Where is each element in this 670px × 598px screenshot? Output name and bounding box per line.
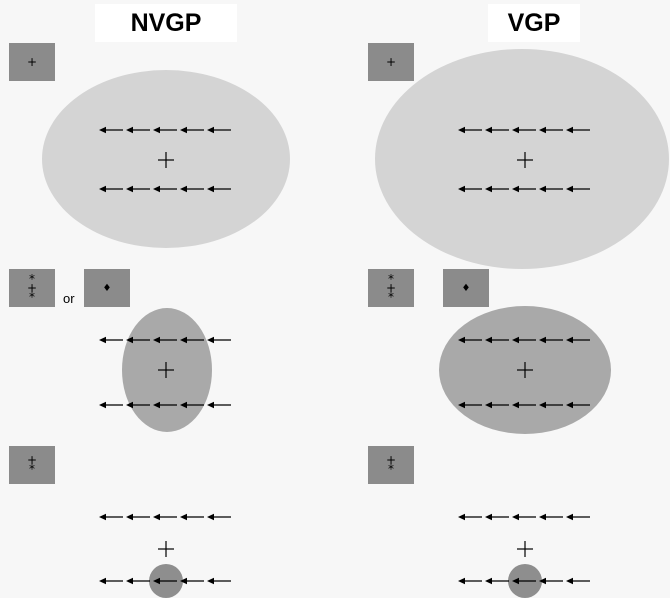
left-arrow <box>153 401 177 409</box>
left-arrow <box>458 401 482 409</box>
left-arrow <box>566 185 590 193</box>
fixation-glyph: + <box>26 54 38 69</box>
left-arrow <box>539 336 563 344</box>
left-arrow <box>485 185 509 193</box>
left-arrow <box>485 336 509 344</box>
arrow-rows <box>99 126 590 585</box>
cue-square-nvgp-row1: + <box>9 43 55 81</box>
cue-square-vgp-row2-a: * + * <box>368 269 414 307</box>
left-arrow <box>539 126 563 134</box>
left-arrow <box>566 401 590 409</box>
left-arrow <box>180 185 204 193</box>
cue-square-vgp-row3: + * <box>368 446 414 484</box>
left-arrow <box>180 336 204 344</box>
left-arrow <box>207 577 231 585</box>
left-arrow <box>153 126 177 134</box>
left-arrow <box>180 401 204 409</box>
left-arrow <box>126 513 150 521</box>
star-glyph: * <box>388 289 394 304</box>
fixation-cross <box>517 362 533 378</box>
cue-square-vgp-row1: + <box>368 43 414 81</box>
left-arrow <box>458 126 482 134</box>
cue-square-nvgp-row2-b: ♦ <box>84 269 130 307</box>
left-arrow <box>207 513 231 521</box>
left-arrow <box>539 401 563 409</box>
cue-square-vgp-row2-b: ♦ <box>443 269 489 307</box>
left-arrow <box>180 513 204 521</box>
left-arrow <box>539 577 563 585</box>
left-arrow <box>512 126 536 134</box>
left-arrow <box>126 401 150 409</box>
left-arrow <box>99 126 123 134</box>
star-glyph: * <box>388 271 394 286</box>
diamond-glyph: ♦ <box>102 282 112 294</box>
left-arrow <box>485 513 509 521</box>
left-arrow <box>99 513 123 521</box>
left-arrow <box>153 577 177 585</box>
column-title-vgp: VGP <box>488 4 580 42</box>
left-arrow <box>207 401 231 409</box>
left-arrow <box>180 126 204 134</box>
star-glyph: * <box>29 462 35 476</box>
column-title-nvgp: NVGP <box>95 4 237 42</box>
fixation-glyph: + <box>385 453 397 467</box>
left-arrow <box>485 401 509 409</box>
diamond-glyph: ♦ <box>461 282 471 294</box>
cue-square-nvgp-row3: + * <box>9 446 55 484</box>
fixation-cross <box>517 541 533 557</box>
left-arrow <box>99 577 123 585</box>
left-arrow <box>207 336 231 344</box>
left-arrow <box>99 401 123 409</box>
left-arrow <box>566 126 590 134</box>
left-arrow <box>126 336 150 344</box>
left-arrow <box>126 126 150 134</box>
cue-square-nvgp-row2-a: * + * <box>9 269 55 307</box>
fixation-cross <box>158 541 174 557</box>
left-arrow <box>207 185 231 193</box>
left-arrow <box>512 577 536 585</box>
left-arrow <box>458 336 482 344</box>
left-arrow <box>153 513 177 521</box>
left-arrow <box>566 577 590 585</box>
left-arrow <box>126 185 150 193</box>
field-vgp-large <box>375 49 669 269</box>
left-arrow <box>99 185 123 193</box>
left-arrow <box>458 185 482 193</box>
fixation-cross <box>517 152 533 168</box>
left-arrow <box>485 126 509 134</box>
left-arrow <box>99 336 123 344</box>
fixation-glyph: + <box>385 280 397 295</box>
left-arrow <box>512 185 536 193</box>
left-arrow <box>153 185 177 193</box>
left-arrow <box>566 513 590 521</box>
star-glyph: * <box>388 462 394 476</box>
left-arrow <box>458 577 482 585</box>
left-arrow <box>180 577 204 585</box>
left-arrow <box>512 336 536 344</box>
fixation-cross <box>158 152 174 168</box>
or-label: or <box>63 291 75 306</box>
left-arrow <box>485 577 509 585</box>
left-arrow <box>126 577 150 585</box>
left-arrow <box>512 401 536 409</box>
left-arrow <box>458 513 482 521</box>
left-arrow <box>207 126 231 134</box>
left-arrow <box>566 336 590 344</box>
fixation-cross <box>158 362 174 378</box>
left-arrow <box>153 336 177 344</box>
fixation-glyph: + <box>385 54 397 69</box>
fixation-glyph: + <box>26 280 38 295</box>
fixation-glyph: + <box>26 453 38 467</box>
left-arrow <box>512 513 536 521</box>
star-glyph: * <box>29 271 35 286</box>
left-arrow <box>539 185 563 193</box>
star-glyph: * <box>29 289 35 304</box>
left-arrow <box>539 513 563 521</box>
